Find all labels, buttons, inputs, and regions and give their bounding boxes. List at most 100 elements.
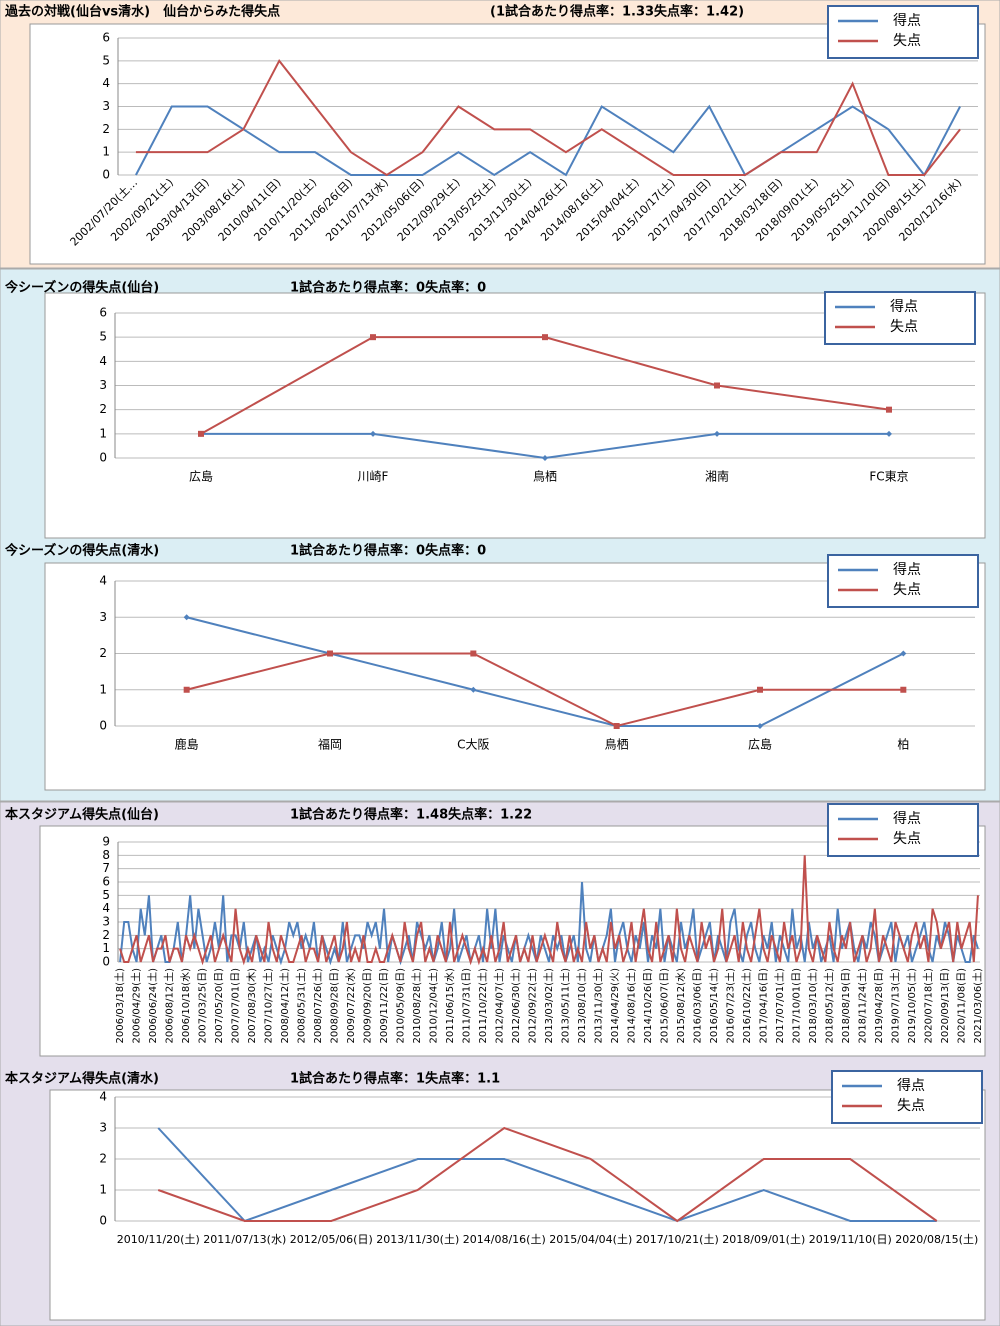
legend-box [827, 5, 979, 59]
x-tick-label: 福岡 [318, 737, 342, 752]
x-tick-label: 2017/10/21(土) [636, 1233, 719, 1246]
y-tick-label: 2 [99, 402, 107, 416]
y-tick-label: 4 [99, 1090, 107, 1104]
x-tick-label: 2018/09/01(土) [722, 1233, 805, 1246]
x-tick-label: 2011/10/22(土) [476, 968, 489, 1044]
legend-label: 失点 [893, 582, 921, 598]
x-tick-label: 2017/04/16(日) [758, 968, 769, 1044]
marker [470, 686, 477, 693]
chart-subtitle: 1試合あたり得点率：1失点率：1.1 [290, 1071, 500, 1087]
series-line [186, 616, 904, 727]
y-tick-label: 4 [99, 354, 107, 368]
marker [900, 650, 907, 657]
chart-subtitle: 1試合あたり得点率：0失点率：0 [290, 543, 486, 559]
legend-box [824, 291, 976, 345]
x-tick-label: 2010/11/20(土) [117, 1233, 200, 1246]
x-tick-label: 2019/10/05(土) [905, 968, 918, 1044]
x-tick-label: 鹿島 [175, 737, 199, 752]
y-tick-label: 7 [102, 861, 110, 875]
series-line [135, 58, 961, 177]
x-tick-label: 2006/04/29(土) [130, 968, 143, 1044]
y-tick-label: 5 [102, 53, 110, 67]
y-tick-label: 9 [102, 835, 110, 849]
marker [370, 334, 376, 341]
marker [613, 723, 620, 729]
y-tick-label: 3 [99, 1121, 107, 1135]
x-tick-label: 2006/06/24(土) [146, 968, 159, 1044]
x-tick-label: 2017/07/01(土) [773, 968, 786, 1044]
x-tick-label: 2016/03/06(日) [692, 968, 703, 1044]
x-tick-label: 2012/06/30(土) [509, 968, 522, 1044]
x-tick-label: 2017/10/01(日) [791, 968, 802, 1044]
x-tick-label: 2007/08/30(木) [246, 968, 258, 1044]
marker [757, 723, 763, 729]
chart-subtitle: (1試合あたり得点率：1.33失点率：1.42) [490, 4, 744, 20]
y-tick-label: 3 [99, 610, 107, 624]
series-line [157, 1127, 937, 1223]
x-tick-label: 2013/08/10(土) [575, 968, 588, 1044]
x-tick-label: 広島 [189, 469, 213, 484]
y-tick-label: 1 [102, 941, 110, 955]
marker [714, 382, 720, 389]
marker [183, 614, 190, 621]
legend-label: 失点 [893, 33, 921, 49]
y-tick-label: 0 [102, 955, 110, 969]
y-tick-label: 4 [102, 76, 110, 90]
x-tick-label: 2008/09/28(日) [330, 968, 341, 1044]
x-tick-label: 2016/10/22(土) [740, 968, 753, 1044]
series-line [119, 855, 979, 966]
legend-label: 得点 [897, 1077, 925, 1094]
x-tick-label: 2019/11/10(日) [809, 1233, 892, 1246]
chart-title: 過去の対戦(仙台vs清水) 仙台からみた得失点 [4, 4, 280, 20]
x-tick-label: 2020/09/13(日) [940, 968, 951, 1044]
legend-label: 失点 [890, 319, 918, 335]
x-tick-label: 2014/10/26(日) [643, 968, 654, 1044]
chart-title: 今シーズンの得失点(清水) [4, 543, 159, 559]
marker [370, 430, 376, 437]
legend-label: 得点 [890, 298, 918, 315]
x-tick-label: 湘南 [705, 469, 729, 484]
marker [900, 686, 907, 693]
y-tick-label: 8 [102, 848, 110, 862]
x-tick-label: 2014/08/16(土) [624, 968, 637, 1044]
y-tick-label: 3 [102, 915, 110, 929]
chart-subtitle: 1試合あたり得点率：1.48失点率：1.22 [290, 807, 532, 823]
y-tick-label: 5 [99, 330, 107, 344]
x-tick-label: 2007/03/25(日) [198, 968, 209, 1044]
y-tick-label: 6 [99, 306, 107, 320]
y-tick-label: 2 [99, 646, 107, 660]
x-tick-label: 2020/07/18(土) [921, 968, 934, 1044]
y-tick-label: 3 [99, 378, 107, 392]
marker [198, 430, 204, 437]
x-tick-label: 2019/04/28(日) [874, 968, 885, 1044]
marker [542, 455, 548, 461]
series-line [119, 881, 979, 966]
x-tick-label: 2011/07/31(日) [462, 968, 473, 1044]
x-tick-label: 2013/11/30(土) [591, 968, 604, 1044]
y-tick-label: 0 [99, 719, 107, 733]
series-line [186, 652, 904, 728]
chart-title: 本スタジアム得失点(仙台) [5, 807, 159, 823]
series-line [157, 1126, 938, 1223]
x-tick-label: 2019/07/13(土) [888, 968, 901, 1044]
x-tick-label: 2021/03/06(土) [971, 968, 984, 1044]
x-tick-label: 2015/04/04(土) [549, 1233, 632, 1246]
y-tick-label: 1 [99, 682, 107, 696]
x-tick-label: 広島 [748, 737, 772, 752]
legend-label: 得点 [893, 810, 921, 827]
marker [470, 650, 477, 657]
x-tick-label: 鳥栖 [605, 737, 629, 752]
legend-label: 得点 [893, 12, 921, 29]
y-tick-label: 4 [99, 574, 107, 588]
y-tick-label: 3 [102, 99, 110, 113]
x-tick-label: FC東京 [869, 470, 908, 484]
x-tick-label: 2015/08/12(水) [675, 968, 687, 1044]
y-tick-label: 1 [99, 1183, 107, 1197]
marker [183, 686, 190, 693]
legend-label: 得点 [893, 561, 921, 578]
y-tick-label: 6 [102, 875, 110, 889]
x-tick-label: 2018/05/12(土) [822, 968, 835, 1044]
chart-subtitle: 1試合あたり得点率：0失点率：0 [290, 280, 486, 296]
x-tick-label: 2013/05/11(土) [558, 968, 571, 1044]
